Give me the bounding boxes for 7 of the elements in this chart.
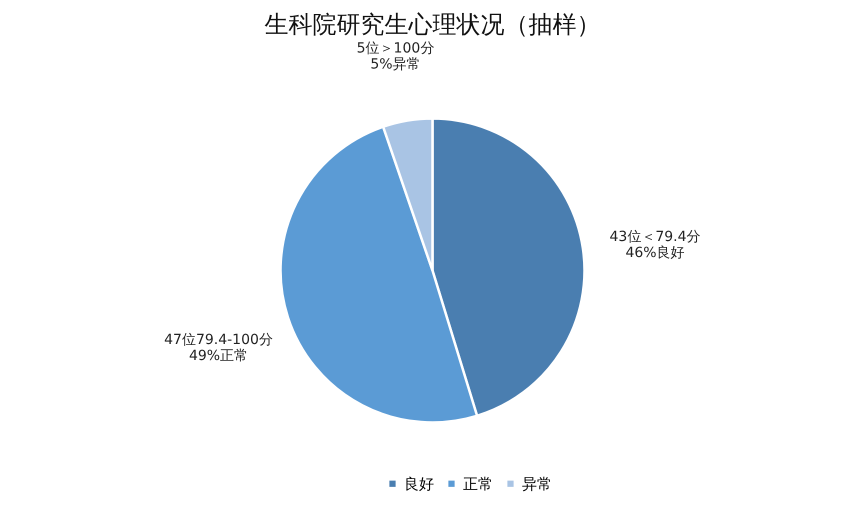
data-label: 5位＞100分 5%异常	[356, 40, 434, 73]
legend-label: 良好	[404, 474, 434, 493]
legend-label: 正常	[463, 474, 493, 493]
data-label: 47位79.4-100分 49%正常	[164, 332, 273, 364]
data-label: 43位＜79.4分 46%良好	[610, 229, 701, 262]
legend-label: 异常	[522, 474, 552, 493]
chart-title: 生科院研究生心理状况（抽样）	[264, 10, 600, 39]
